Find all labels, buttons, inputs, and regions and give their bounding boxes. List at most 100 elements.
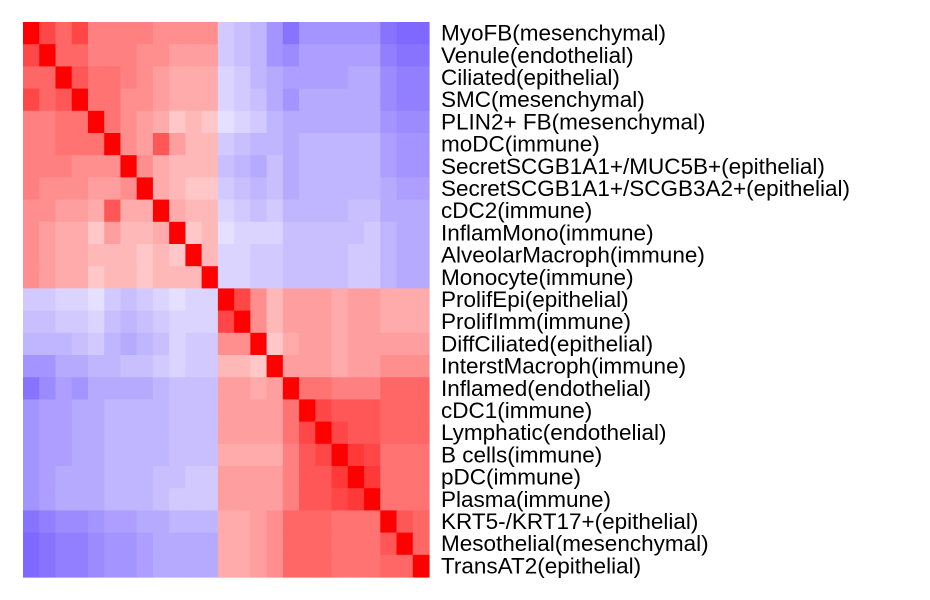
- heatmap-cell: [23, 310, 40, 334]
- heatmap-cell: [282, 377, 300, 400]
- heatmap-cell: [87, 266, 105, 289]
- heatmap-cell: [201, 332, 219, 356]
- heatmap-cell: [217, 488, 235, 511]
- heatmap-cell: [331, 377, 349, 400]
- heatmap-cell: [364, 155, 381, 178]
- heatmap-cell: [234, 133, 251, 156]
- heatmap-cell: [136, 510, 154, 534]
- heatmap-cell: [185, 355, 203, 378]
- heatmap-cell: [380, 288, 398, 312]
- heatmap-cell: [71, 110, 89, 134]
- heatmap-cell: [201, 355, 219, 378]
- heatmap-cell: [169, 66, 186, 90]
- heatmap-cell: [266, 266, 284, 289]
- heatmap-cell: [234, 266, 251, 289]
- heatmap-cell: [234, 110, 251, 134]
- heatmap-cell: [396, 244, 414, 267]
- heatmap-cell: [250, 266, 268, 289]
- heatmap-cell: [380, 377, 398, 400]
- heatmap-cell: [169, 488, 186, 511]
- heatmap-cell: [71, 421, 89, 445]
- heatmap-cell: [39, 288, 57, 312]
- heatmap-cell: [23, 44, 40, 67]
- heatmap-cell: [380, 310, 398, 334]
- heatmap-cell: [396, 44, 414, 67]
- heatmap-cell: [23, 355, 40, 378]
- heatmap-cell: [169, 532, 186, 556]
- heatmap-cell: [201, 177, 219, 201]
- heatmap-cell: [185, 221, 203, 245]
- heatmap-cell: [185, 554, 203, 578]
- heatmap-cell: [201, 88, 219, 112]
- heatmap-cell: [412, 133, 430, 156]
- heatmap-cell: [380, 399, 398, 423]
- heatmap-cell: [412, 44, 430, 67]
- heatmap-cell: [217, 110, 235, 134]
- heatmap-cell: [152, 155, 170, 178]
- heatmap-cell: [217, 421, 235, 445]
- row-label: cDC1(immune): [441, 398, 592, 423]
- heatmap-cell: [217, 88, 235, 112]
- heatmap-cell: [266, 244, 284, 267]
- heatmap-cell: [217, 155, 235, 178]
- heatmap-cell: [120, 310, 138, 334]
- heatmap-cell: [250, 221, 268, 245]
- heatmap-cell: [412, 110, 430, 134]
- heatmap-cell: [331, 355, 349, 378]
- heatmap-cell: [347, 377, 365, 400]
- heatmap-cell: [396, 554, 414, 578]
- heatmap-cell: [104, 554, 122, 578]
- heatmap-cell: [120, 44, 138, 67]
- heatmap-cell: [104, 443, 122, 467]
- heatmap-cell: [87, 133, 105, 156]
- heatmap-cell: [185, 310, 203, 334]
- heatmap-cell: [55, 488, 73, 511]
- heatmap-cell: [87, 554, 105, 578]
- heatmap-cell: [266, 110, 284, 134]
- heatmap-cell: [347, 288, 365, 312]
- heatmap-cell: [331, 443, 349, 467]
- heatmap-cell: [169, 221, 186, 245]
- heatmap-cell: [347, 244, 365, 267]
- heatmap-cell: [136, 88, 154, 112]
- heatmap-cell: [120, 221, 138, 245]
- heatmap-cell: [315, 266, 333, 289]
- heatmap-cell: [250, 421, 268, 445]
- row-labels: MyoFB(mesenchymal)Venule(endothelial)Cil…: [441, 21, 850, 579]
- heatmap-cell: [396, 532, 414, 556]
- heatmap-cell: [185, 266, 203, 289]
- heatmap-cell: [412, 399, 430, 423]
- heatmap-cell: [55, 244, 73, 267]
- heatmap-cell: [250, 554, 268, 578]
- heatmap-cell: [315, 355, 333, 378]
- heatmap-cell: [364, 22, 381, 45]
- heatmap-cell: [282, 221, 300, 245]
- heatmap-cell: [380, 355, 398, 378]
- heatmap-cell: [380, 110, 398, 134]
- heatmap-cell: [71, 66, 89, 90]
- heatmap-cell: [87, 22, 105, 45]
- heatmap-cell: [104, 155, 122, 178]
- heatmap-cell: [169, 355, 186, 378]
- heatmap-cell: [234, 44, 251, 67]
- heatmap-cell: [152, 332, 170, 356]
- heatmap-cell: [39, 244, 57, 267]
- heatmap-cell: [299, 399, 316, 423]
- heatmap-cell: [55, 88, 73, 112]
- heatmap-cell: [136, 199, 154, 223]
- heatmap-cell: [315, 554, 333, 578]
- heatmap-cell: [217, 554, 235, 578]
- heatmap-cell: [299, 421, 316, 445]
- heatmap-cell: [136, 177, 154, 201]
- heatmap-cell: [55, 66, 73, 90]
- heatmap-cell: [331, 199, 349, 223]
- heatmap-cell: [217, 510, 235, 534]
- heatmap-cell: [152, 488, 170, 511]
- heatmap-cell: [364, 66, 381, 90]
- heatmap-cell: [87, 332, 105, 356]
- heatmap-cell: [234, 288, 251, 312]
- heatmap-cell: [347, 110, 365, 134]
- heatmap-cell: [23, 66, 40, 90]
- heatmap-cell: [55, 110, 73, 134]
- heatmap-cell: [299, 155, 316, 178]
